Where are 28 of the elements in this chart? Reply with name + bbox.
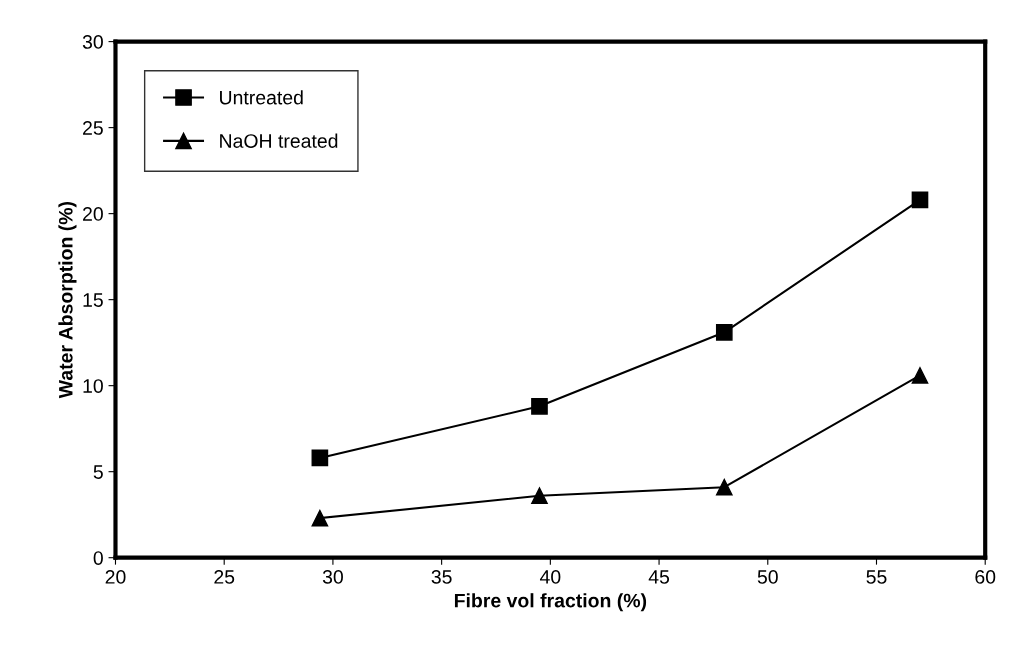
y-axis-title: Water Absorption (%): [58, 201, 77, 399]
y-tick-label: 5: [93, 465, 103, 479]
x-axis-title: Fibre vol fraction (%): [454, 593, 647, 612]
point: [311, 509, 329, 527]
x-tick-label: 55: [866, 570, 887, 584]
x-tick-label: 35: [431, 570, 452, 584]
point: [311, 449, 329, 467]
x-tick-label: 30: [322, 570, 343, 584]
point: [715, 324, 733, 341]
point: [531, 397, 548, 415]
x-tick-label: 50: [757, 570, 778, 584]
x-tick-label: 40: [539, 570, 561, 584]
y-tick-label: 10: [83, 379, 103, 393]
point: [715, 478, 733, 496]
y-tick-label: 15: [83, 293, 103, 307]
point: [531, 487, 548, 505]
point: [911, 191, 929, 209]
x-tick-label: 25: [214, 570, 235, 584]
y-tick-label: 0: [93, 551, 103, 565]
legend-label: NaOH treated: [220, 133, 338, 148]
x-tick-label: 45: [648, 570, 670, 584]
y-tick-label: 25: [83, 121, 103, 135]
legend-label: Untreated: [220, 90, 303, 105]
point: [911, 367, 929, 384]
x-tick-label: 20: [105, 570, 126, 584]
x-tick-label: 60: [975, 570, 996, 584]
y-tick-label: 20: [83, 207, 103, 221]
y-tick-label: 30: [82, 35, 103, 49]
